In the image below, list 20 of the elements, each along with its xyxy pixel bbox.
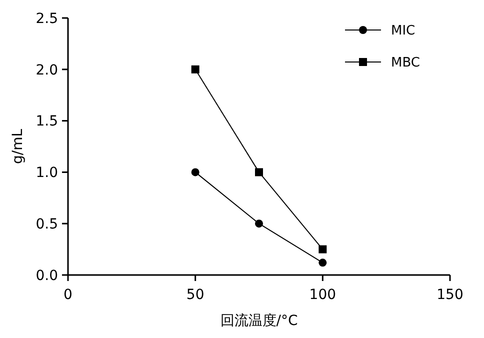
y-tick-label: 2.0 xyxy=(36,62,58,78)
x-tick-label: 150 xyxy=(436,287,464,303)
point xyxy=(318,258,327,267)
legend-label: MIC xyxy=(391,24,416,39)
y-axis-title: g/mL xyxy=(10,128,26,164)
y-tick-label: 0.0 xyxy=(36,268,58,284)
x-tick-label: 100 xyxy=(309,287,336,303)
point xyxy=(318,245,327,254)
y-tick-label: 0.5 xyxy=(36,216,58,232)
point xyxy=(255,168,263,176)
point xyxy=(255,220,263,228)
x-tick-label: 0 xyxy=(64,287,72,303)
point xyxy=(191,168,200,176)
x-axis-title: 回流温度/°C xyxy=(220,313,298,329)
y-tick-label: 1.5 xyxy=(36,114,58,130)
y-tick-label: 1.0 xyxy=(36,165,58,182)
x-tick-label: 50 xyxy=(186,287,204,303)
point xyxy=(191,65,200,74)
legend-label: MBC xyxy=(391,56,420,71)
y-tick-label: 2.5 xyxy=(36,10,58,27)
